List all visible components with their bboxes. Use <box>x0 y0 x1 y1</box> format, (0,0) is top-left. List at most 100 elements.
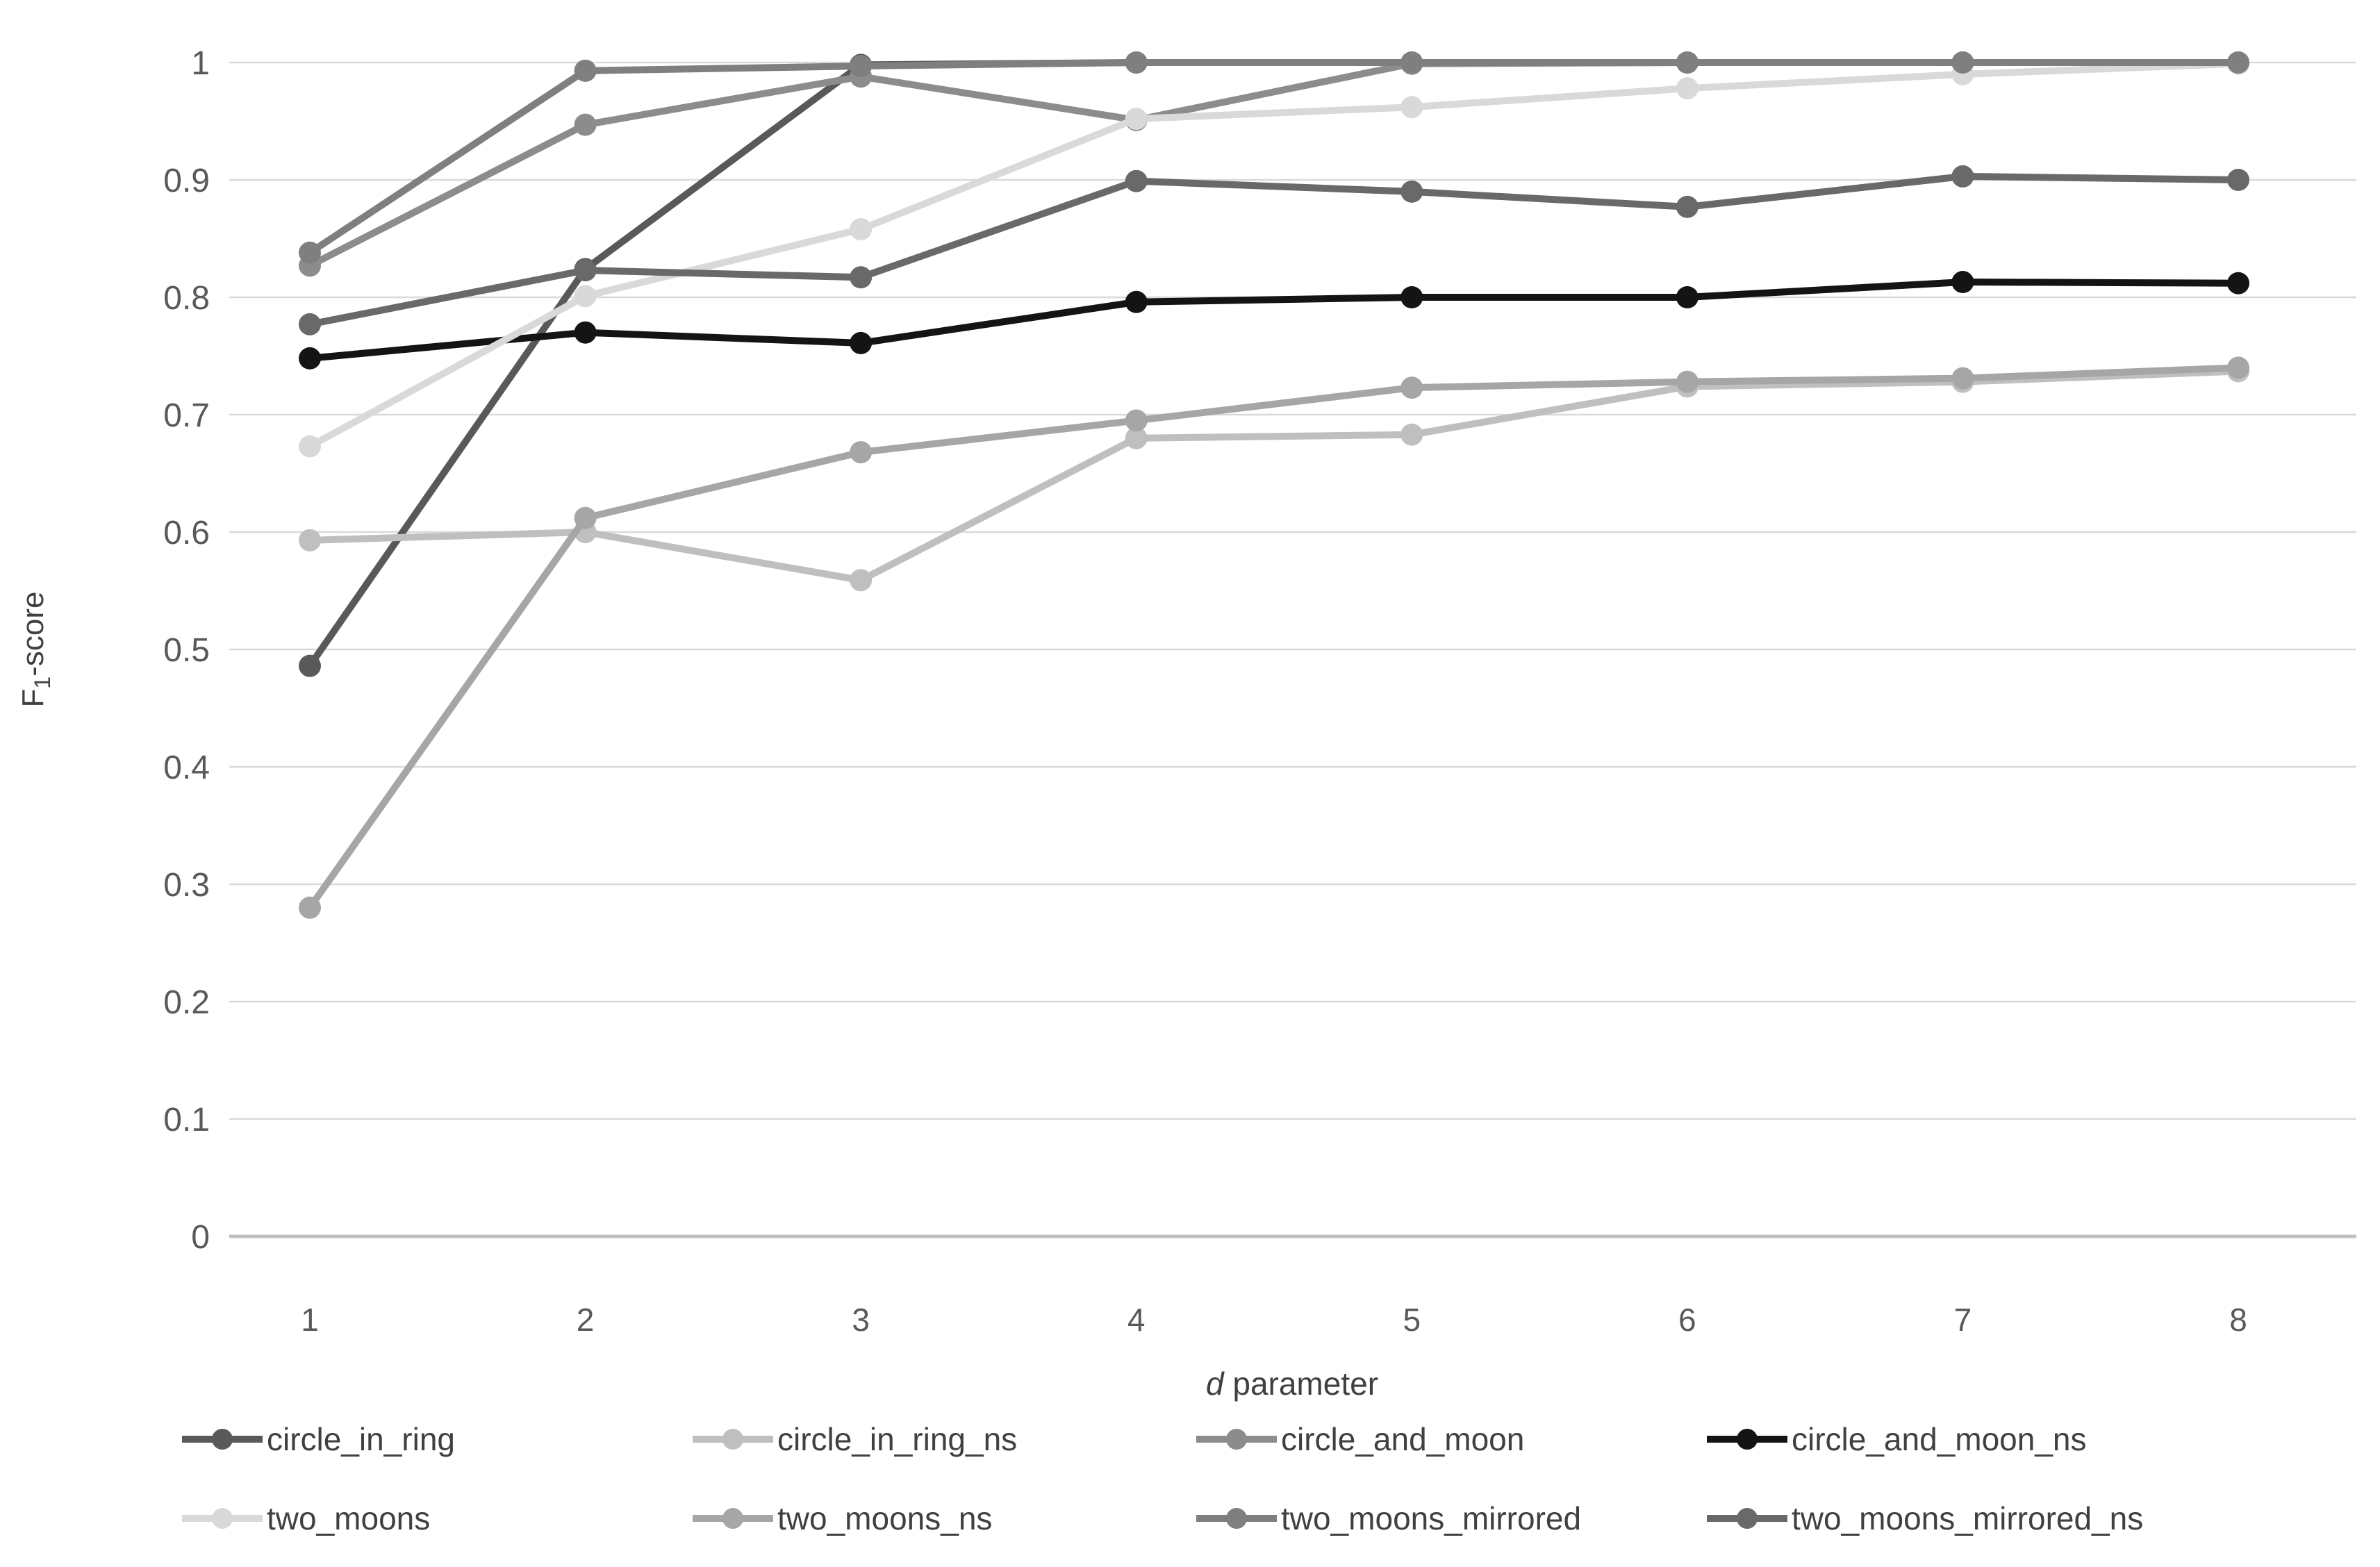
data-point <box>1400 286 1423 308</box>
y-tick-label: 0.4 <box>163 749 210 786</box>
legend-marker-dot <box>722 1508 743 1529</box>
legend-marker-dot <box>1737 1429 1758 1450</box>
data-point <box>1951 367 1974 390</box>
x-tick-label: 4 <box>1127 1302 1146 1338</box>
x-tick-label: 2 <box>577 1302 595 1338</box>
data-point <box>299 347 321 370</box>
data-point <box>299 654 321 677</box>
series-two_moons_mirrored_ns <box>299 165 2249 335</box>
legend-marker-dot <box>722 1429 743 1450</box>
series-line-circle_in_ring_ns <box>306 367 2242 584</box>
legend-marker-dot <box>1737 1508 1758 1529</box>
series-circle_in_ring <box>299 51 2249 677</box>
legend-item-two_moons_ns: two_moons_ns <box>693 1500 992 1536</box>
data-point <box>850 331 873 354</box>
data-point <box>1125 409 1148 432</box>
data-point <box>850 55 873 78</box>
data-point <box>1951 165 1974 188</box>
data-point <box>2226 356 2249 379</box>
data-point <box>299 529 321 552</box>
series-two_moons_mirrored <box>299 51 2249 264</box>
data-point <box>574 59 597 82</box>
legend-label: circle_in_ring <box>267 1421 455 1457</box>
legend-marker-dot <box>212 1429 233 1450</box>
y-axis-title: F1-score <box>16 592 55 708</box>
y-tick-label: 0.3 <box>163 867 210 904</box>
data-point <box>2226 51 2249 74</box>
data-point <box>574 113 597 136</box>
data-point <box>299 435 321 458</box>
legend-label: circle_and_moon <box>1281 1421 1524 1457</box>
axis-titles: F1-score d parameter <box>16 592 1378 1402</box>
series-line-two_moons_mirrored <box>306 59 2242 256</box>
y-tick-label: 1 <box>191 45 210 82</box>
x-tick-label: 3 <box>852 1302 870 1338</box>
y-tick-label: 0.1 <box>163 1102 210 1138</box>
x-tick-label: 1 <box>301 1302 319 1338</box>
data-point <box>574 506 597 529</box>
legend-item-circle_in_ring: circle_in_ring <box>182 1421 455 1457</box>
data-point <box>850 266 873 289</box>
x-tick-label: 8 <box>2229 1302 2247 1338</box>
y-tick-label: 0.8 <box>163 280 210 317</box>
y-tick-label: 0.9 <box>163 163 210 199</box>
data-point <box>1676 51 1699 74</box>
data-point <box>2226 272 2249 295</box>
data-point <box>299 313 321 335</box>
data-point <box>574 259 597 282</box>
x-tick-label: 6 <box>1678 1302 1696 1338</box>
series-circle_in_ring_ns <box>299 360 2249 592</box>
legend-label: two_moons_mirrored <box>1281 1500 1581 1536</box>
data-point <box>1676 286 1699 308</box>
x-axis-tick-labels: 1 2 3 4 5 6 7 8 <box>301 1302 2247 1338</box>
legend-label: circle_and_moon_ns <box>1792 1421 2087 1457</box>
series-line-circle_and_moon <box>306 59 2242 270</box>
data-point <box>1951 51 1974 74</box>
data-point <box>1676 77 1699 100</box>
data-point <box>850 217 873 240</box>
data-point <box>850 441 873 464</box>
x-axis-title: d parameter <box>1206 1366 1378 1402</box>
legend-item-circle_in_ring_ns: circle_in_ring_ns <box>693 1421 1017 1457</box>
legend-marker-dot <box>1226 1429 1247 1450</box>
series-line-two_moons <box>306 60 2242 450</box>
legend-marker-dot <box>212 1508 233 1529</box>
data-point <box>299 241 321 264</box>
data-point <box>574 321 597 344</box>
data-point <box>299 896 321 919</box>
series-line-two_moons_ns <box>306 364 2242 911</box>
series-circle_and_moon <box>299 51 2249 277</box>
series-two_moons <box>299 52 2249 458</box>
x-tick-label: 5 <box>1403 1302 1421 1338</box>
legend-marker-dot <box>1226 1508 1247 1529</box>
data-point <box>1125 426 1148 449</box>
y-axis-tick-labels: 0 0.1 0.2 0.3 0.4 0.5 0.6 0.7 0.8 0.9 1 <box>163 45 210 1256</box>
y-tick-label: 0.5 <box>163 632 210 669</box>
data-point <box>1400 376 1423 399</box>
series-two_moons_ns <box>299 356 2249 919</box>
data-point <box>2226 169 2249 191</box>
legend-label: two_moons_ns <box>777 1500 992 1536</box>
y-tick-label: 0 <box>191 1219 210 1256</box>
data-point <box>1125 108 1148 131</box>
y-tick-label: 0.2 <box>163 984 210 1021</box>
series-line-circle_and_moon_ns <box>306 279 2242 362</box>
y-tick-label: 0.7 <box>163 397 210 434</box>
legend-item-two_moons_mirrored_ns: two_moons_mirrored_ns <box>1707 1500 2143 1536</box>
legend-label: two_moons_mirrored_ns <box>1792 1500 2143 1536</box>
data-point <box>1125 51 1148 74</box>
gridlines <box>229 61 2356 1238</box>
legend-label: two_moons <box>267 1500 430 1536</box>
data-point <box>1400 423 1423 446</box>
legend-item-circle_and_moon_ns: circle_and_moon_ns <box>1707 1421 2087 1457</box>
legend: circle_in_ring circle_in_ring_ns circle_an… <box>182 1421 2143 1536</box>
data-point <box>1400 96 1423 119</box>
series-line-two_moons_mirrored_ns <box>306 172 2242 328</box>
series-line-circle_in_ring <box>306 59 2242 670</box>
data-point <box>1676 195 1699 218</box>
data-point <box>574 285 597 308</box>
y-tick-label: 0.6 <box>163 515 210 552</box>
x-tick-label: 7 <box>1954 1302 1972 1338</box>
